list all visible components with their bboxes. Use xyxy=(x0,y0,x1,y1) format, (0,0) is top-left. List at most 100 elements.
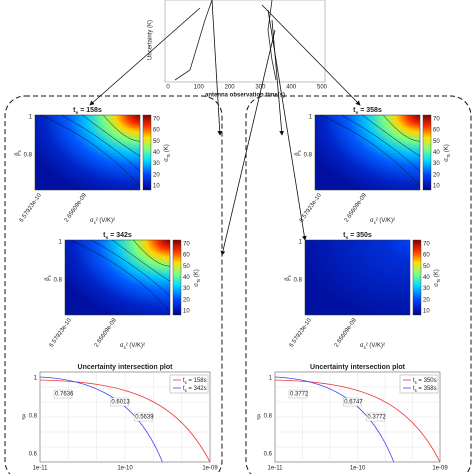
x-label-part: σ xyxy=(90,218,94,224)
x-label-part: s xyxy=(124,345,126,350)
legend-entry-part: = 350s xyxy=(417,378,437,384)
y-tick: 0.8 xyxy=(54,278,63,284)
colorbar-tick: 70 xyxy=(423,242,430,248)
panel-title-part: = 342s xyxy=(108,232,132,239)
panel-title-part: = 350s xyxy=(348,232,372,239)
x-label: σs² (V/K)² xyxy=(120,343,145,350)
colorbar-tick: 40 xyxy=(433,150,440,156)
x-label-part: ² (V/K)² xyxy=(366,343,385,349)
legend-entry-part: = 342s xyxy=(187,386,207,392)
contour xyxy=(103,114,141,142)
y-tick: 0.6 xyxy=(264,452,273,458)
x-tick: 2.65609e-09 xyxy=(64,192,89,224)
x-label-part: ² (V/K)² xyxy=(376,218,395,224)
x-label-part: ² (V/K)² xyxy=(126,343,145,349)
y-label: β xyxy=(257,415,261,421)
legend-entry: ts = 358s xyxy=(413,386,437,393)
top-x-label: antenna observation time(s) xyxy=(205,93,285,99)
panel-title-part: t xyxy=(73,107,76,114)
x-tick: 1e-09 xyxy=(432,466,448,472)
y-label-part: s xyxy=(47,275,52,277)
colorbar-tick: 20 xyxy=(423,297,430,303)
x-tick: 2.65609e-09 xyxy=(334,317,359,349)
point-label: 0.5639 xyxy=(135,415,154,421)
colorbar-tick: 40 xyxy=(423,275,430,281)
y-label-part: β xyxy=(45,277,51,281)
y-label: βs xyxy=(285,275,292,281)
colorbar-tick: 40 xyxy=(153,150,160,156)
heatmap xyxy=(34,114,141,191)
colorbar-tick: 60 xyxy=(183,253,190,259)
point-label: 0.6747 xyxy=(344,400,363,406)
curve-red xyxy=(39,379,211,463)
heatmap xyxy=(64,239,171,316)
x-label-part: σ xyxy=(120,343,124,349)
colorbar-label: σTs (K) xyxy=(434,269,441,287)
y-label-part: β xyxy=(15,152,21,156)
x-label-part: σ xyxy=(370,218,374,224)
label-box xyxy=(134,412,153,422)
colorbar-tick: 50 xyxy=(153,139,160,145)
x-label: σs² (V/K)² xyxy=(370,218,395,225)
colorbar-tick: 70 xyxy=(433,117,440,123)
x-tick: 6.57923e-10 xyxy=(299,192,324,224)
contour xyxy=(133,239,171,267)
y-tick: 0.8 xyxy=(294,278,303,284)
colorbar-tick: 30 xyxy=(153,161,160,167)
colorbar-tick: 40 xyxy=(183,275,190,281)
x-label-part: σ xyxy=(360,343,364,349)
colorbar-tick: 60 xyxy=(433,128,440,134)
heatmap xyxy=(304,239,411,316)
colorbar-tick: 10 xyxy=(433,184,440,190)
plot-title: Uncertainty intersection plot xyxy=(310,364,406,371)
colorbar-tick: 10 xyxy=(183,309,190,315)
x-label-part: s xyxy=(364,345,366,350)
y-label: βs xyxy=(295,150,302,156)
colorbar-tick: 30 xyxy=(433,161,440,167)
contour xyxy=(82,114,141,157)
colorbar-label-part: Ts xyxy=(196,279,201,283)
panel-title-part: t xyxy=(353,107,356,114)
contour xyxy=(112,239,171,282)
y-label: βs xyxy=(15,150,22,156)
legend-entry-part: s xyxy=(185,388,187,393)
top-curve xyxy=(174,0,277,81)
top-x-tick: 500 xyxy=(317,85,328,91)
colorbar-tick: 10 xyxy=(153,184,160,190)
y-tick: 0.6 xyxy=(29,452,38,458)
colorbar-label: σTs (K) xyxy=(444,144,451,162)
colorbar-label-part: (K) xyxy=(194,269,200,279)
top-y-label: Uncertainty (K) xyxy=(148,20,154,60)
x-label: σs² (V/K)² xyxy=(360,343,385,350)
y-tick: 1 xyxy=(269,376,273,382)
colorbar-tick: 70 xyxy=(153,117,160,123)
colorbar-tick: 10 xyxy=(423,309,430,315)
colorbar-label-part: Ts xyxy=(166,154,171,158)
x-label-part: s xyxy=(374,220,376,225)
top-plot-frame xyxy=(164,0,326,83)
colorbar-label-part: σ xyxy=(444,158,450,162)
panel-title-part: s xyxy=(356,111,359,116)
colorbar-tick: 50 xyxy=(433,139,440,145)
y-tick: 1 xyxy=(309,115,313,121)
colorbar xyxy=(422,114,432,191)
contour xyxy=(61,114,141,172)
colorbar-label-part: (K) xyxy=(164,144,170,154)
contour xyxy=(383,114,421,142)
y-tick: 1 xyxy=(29,115,33,121)
colorbar-tick: 70 xyxy=(183,242,190,248)
colorbar-tick: 20 xyxy=(433,172,440,178)
colorbar-label-part: σ xyxy=(434,283,440,287)
plot-title: Uncertainty intersection plot xyxy=(78,364,174,371)
point-label: 0.7636 xyxy=(55,392,74,398)
x-tick: 6.57923e-10 xyxy=(49,317,74,349)
curve-red xyxy=(274,379,441,463)
legend-entry-part: t xyxy=(413,386,415,392)
x-tick: 2.65609e-09 xyxy=(94,317,119,349)
y-label: βs xyxy=(45,275,52,281)
right-group xyxy=(245,95,472,474)
x-tick: 1e-10 xyxy=(117,466,133,472)
legend-entry-part: t xyxy=(413,378,415,384)
colorbar-label-part: σ xyxy=(194,283,200,287)
